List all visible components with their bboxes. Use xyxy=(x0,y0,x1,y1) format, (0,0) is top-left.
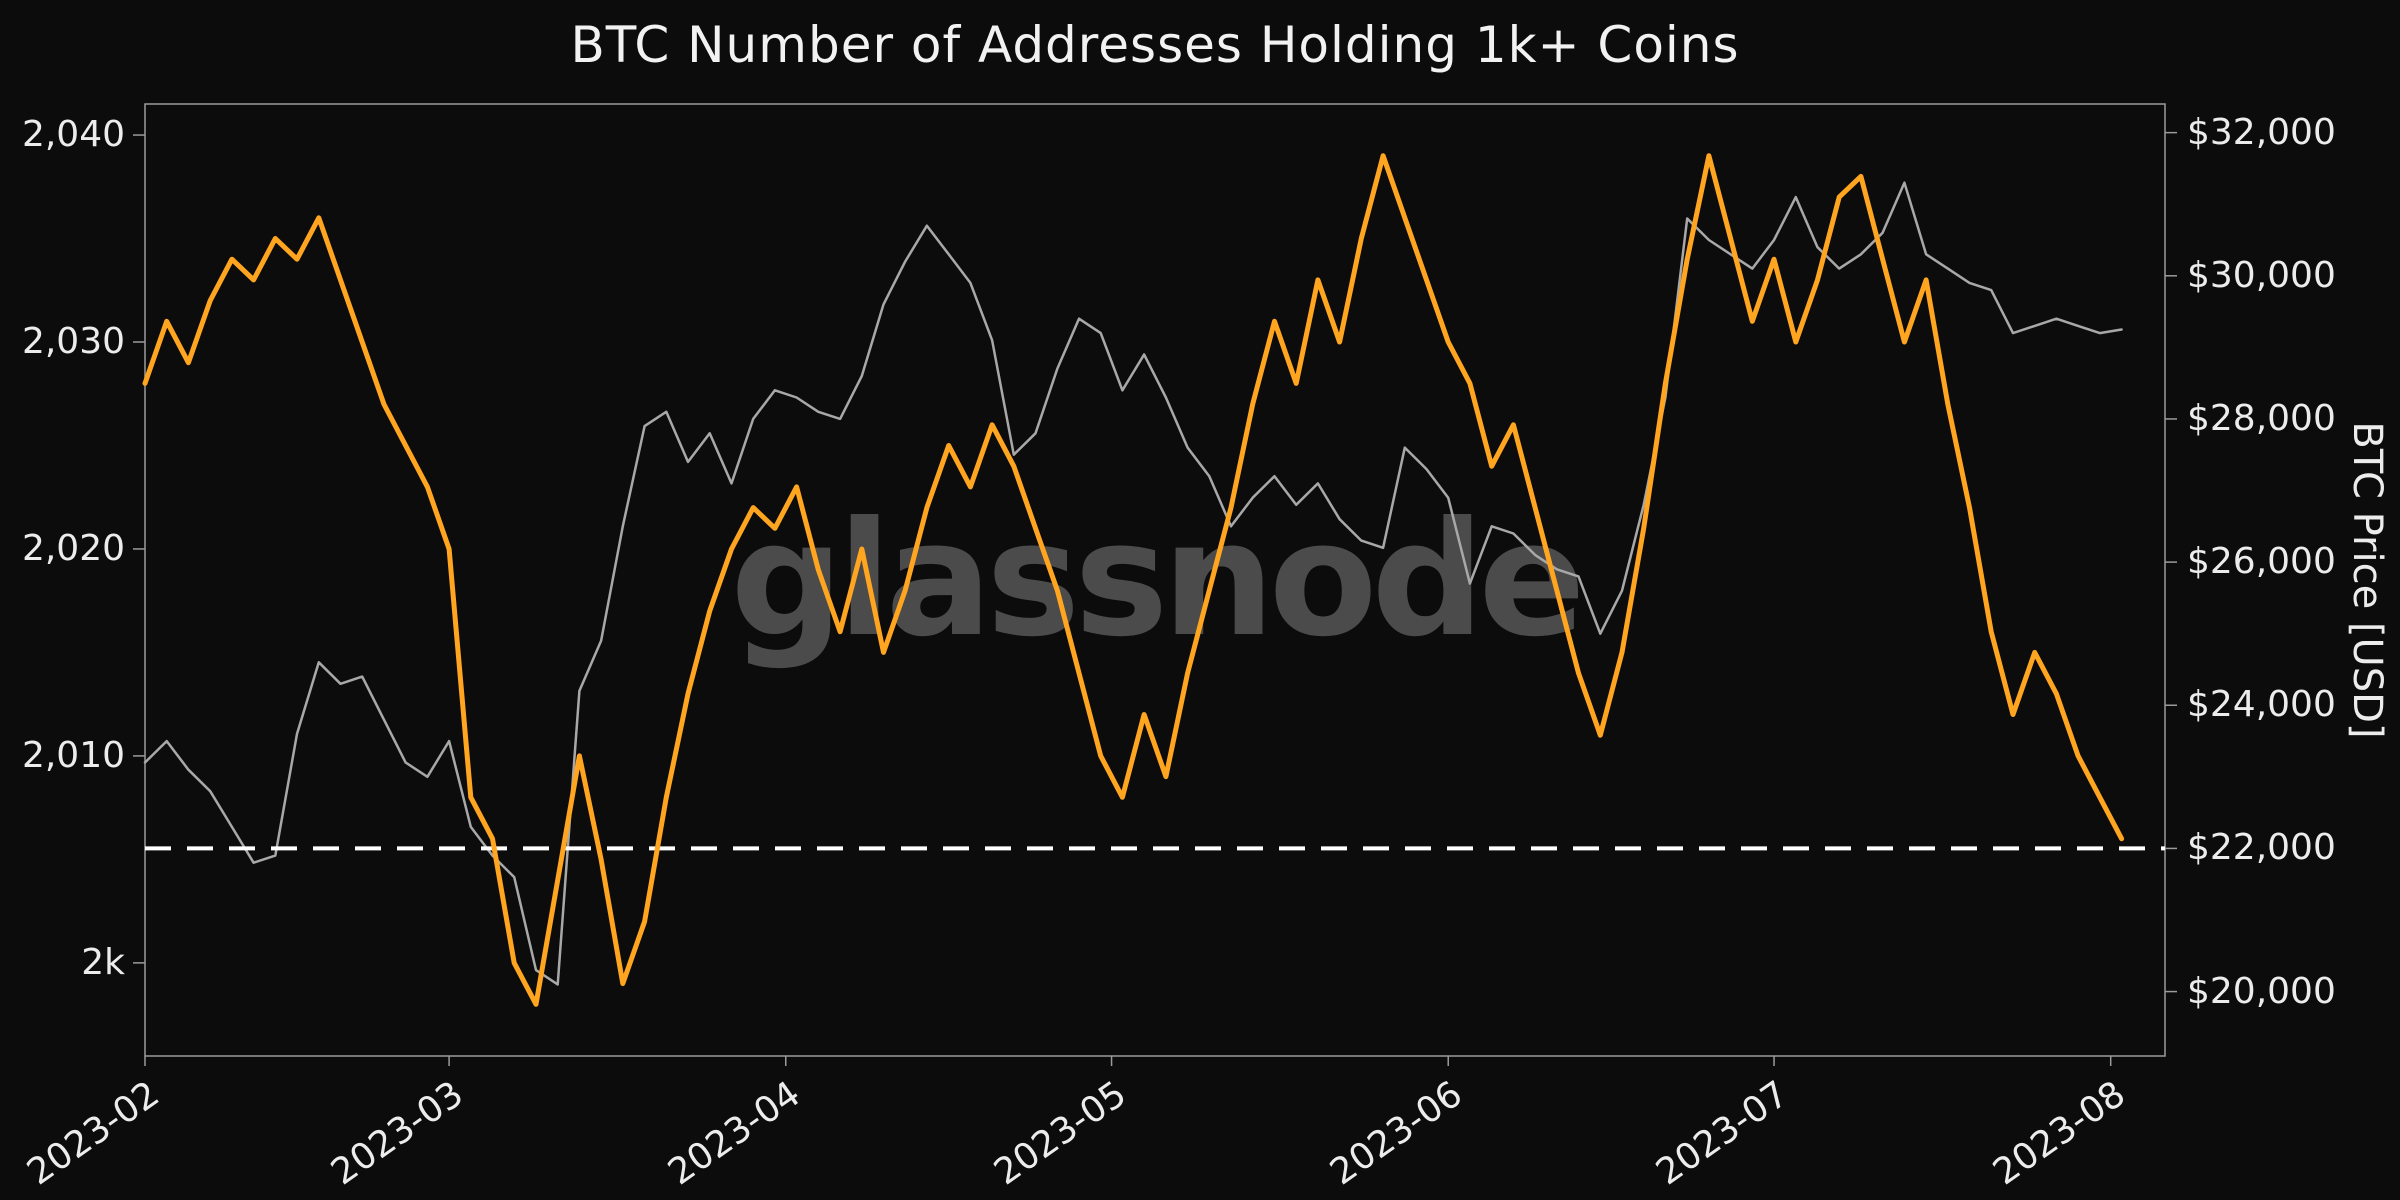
y-right-tick-label: $22,000 xyxy=(2187,827,2336,869)
plot-frame xyxy=(144,103,2166,1057)
y-left-tick-label: 2,010 xyxy=(21,734,125,776)
price-series-line xyxy=(143,181,2123,986)
y-right-tick-label: $26,000 xyxy=(2187,541,2336,583)
chart-title: BTC Number of Addresses Holding 1k+ Coin… xyxy=(570,16,1740,74)
y-right-tick-label: $30,000 xyxy=(2187,254,2336,296)
y-left-tick-label: 2k xyxy=(81,941,125,983)
y-right-tick-label: $32,000 xyxy=(2187,111,2336,153)
y-left-tick-label: 2,040 xyxy=(21,114,125,156)
addresses-series-line xyxy=(142,153,2125,1007)
y-left-tick-label: 2,030 xyxy=(21,321,125,362)
y-right-tick-label: $24,000 xyxy=(2187,684,2336,726)
right-axis-title: BTC Price [USD] xyxy=(2344,421,2390,739)
y-right-tick-label: $28,000 xyxy=(2187,397,2336,439)
y-right-tick-label: $20,000 xyxy=(2187,970,2336,1012)
y-left-tick-label: 2,020 xyxy=(21,527,125,569)
